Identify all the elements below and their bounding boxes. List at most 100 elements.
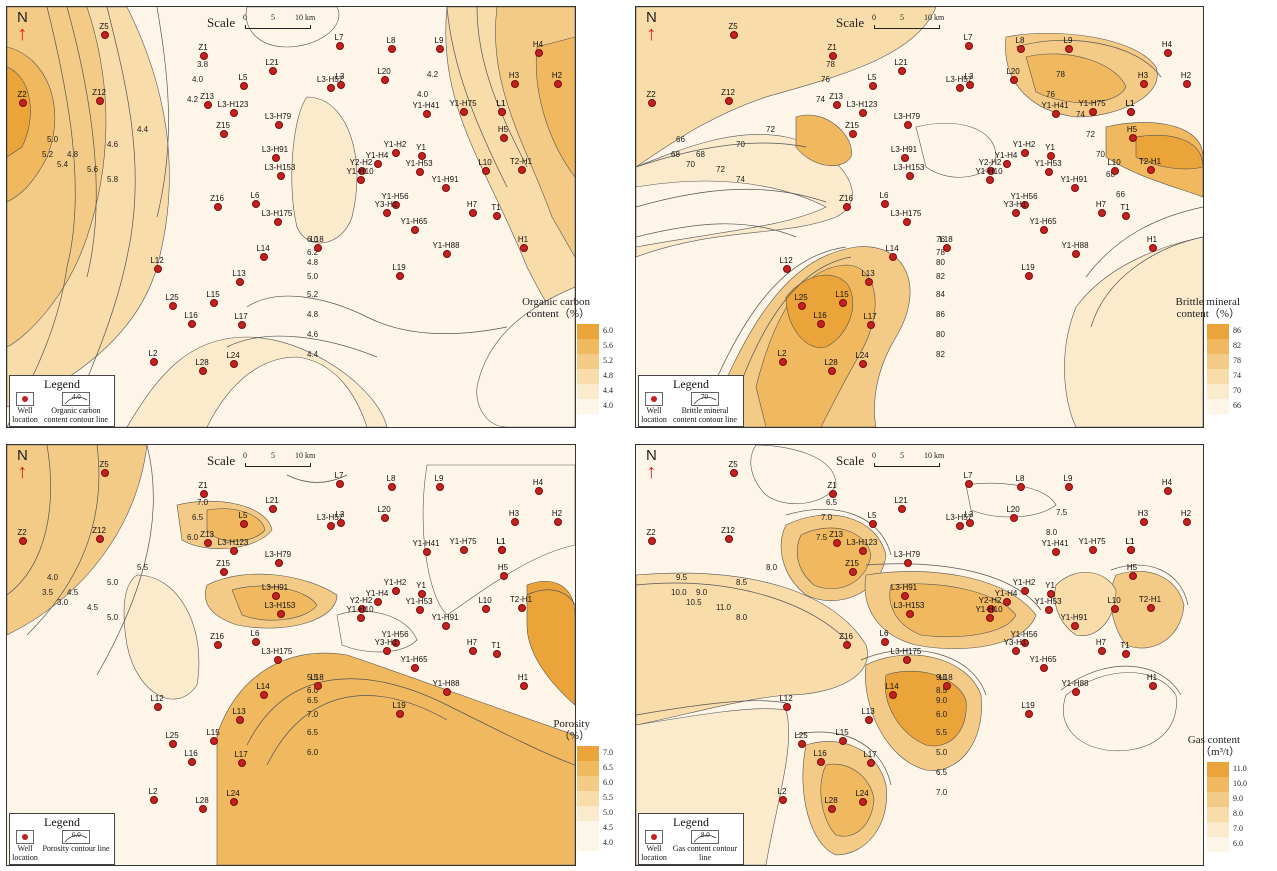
colorbar-swatch — [577, 354, 599, 369]
well-label: L3-H175 — [261, 647, 293, 656]
colorbar-title-line: Gas content — [1187, 734, 1240, 746]
well-marker — [904, 559, 912, 567]
legend-contour-label: Organic carbon content contour line — [44, 406, 108, 424]
well-label: L2 — [777, 787, 787, 796]
contour-value-label: 5.8 — [107, 175, 119, 184]
colorbar-title: Gas content （m³/t） — [1188, 734, 1240, 758]
well-label: L3-H91 — [261, 145, 289, 154]
well-label: Y3-H1 — [374, 200, 398, 209]
well-label: L13 — [232, 269, 246, 278]
well-label: H1 — [1146, 673, 1158, 682]
well-marker — [906, 172, 914, 180]
colorbar-tick-label: 82 — [1233, 341, 1241, 350]
well-marker — [240, 520, 248, 528]
contour-band — [231, 585, 318, 621]
well-label: H4 — [1161, 40, 1173, 49]
contour-value-label: 66 — [676, 135, 685, 144]
well-marker — [272, 154, 280, 162]
well-marker — [277, 172, 285, 180]
legend-contour-sample-value: 6.0 — [72, 831, 81, 839]
well-marker — [889, 253, 897, 261]
contour-value-label: 4.0 — [417, 90, 429, 99]
contour-line — [1090, 236, 1203, 328]
well-label: L20 — [377, 67, 391, 76]
contour-value-label: 3.0 — [57, 598, 69, 607]
north-label: N — [17, 447, 28, 464]
well-marker — [210, 737, 218, 745]
well-label: L3-H91 — [890, 583, 918, 592]
well-marker — [881, 200, 889, 208]
well-marker — [1010, 514, 1018, 522]
north-arrow-glyph: ↑ — [17, 461, 28, 483]
well-marker — [188, 320, 196, 328]
colorbar-swatch — [1207, 324, 1229, 339]
well-label: L20 — [377, 505, 391, 514]
well-label: L14 — [256, 682, 270, 691]
contour-value-label: 8.0 — [766, 563, 778, 572]
well-label: L3 — [335, 72, 345, 81]
well-label: H7 — [1095, 638, 1107, 647]
contour-line — [66, 7, 97, 278]
well-marker — [460, 108, 468, 116]
well-dot-icon — [22, 834, 28, 840]
well-marker — [1098, 647, 1106, 655]
well-marker — [396, 272, 404, 280]
scale-tick-label: 10 km — [295, 13, 316, 22]
well-label: H2 — [1180, 71, 1192, 80]
contour-line — [66, 7, 136, 427]
contour-value-label: 68 — [696, 150, 705, 159]
well-label: H4 — [1161, 478, 1173, 487]
well-marker — [1040, 664, 1048, 672]
contour-band — [206, 356, 368, 427]
well-marker — [1127, 546, 1135, 554]
contour-value-label: 7.5 — [1056, 508, 1068, 517]
well-marker — [1021, 587, 1029, 595]
well-marker — [336, 42, 344, 50]
colorbar-tick-label: 4.8 — [603, 371, 613, 380]
well-marker — [188, 758, 196, 766]
well-marker — [383, 209, 391, 217]
well-marker — [442, 184, 450, 192]
colorbar-swatch — [1207, 354, 1229, 369]
well-label: Z12 — [92, 526, 106, 535]
well-label: Z13 — [829, 92, 843, 101]
well-marker — [869, 520, 877, 528]
well-label: Y2-H2 — [349, 596, 373, 605]
contour-line — [96, 445, 154, 676]
well-marker — [230, 360, 238, 368]
well-label: L10 — [1107, 596, 1121, 605]
colorbar-tick-label: 9.0 — [1233, 794, 1243, 803]
well-label: Y1-H91 — [1060, 613, 1088, 622]
well-marker — [199, 805, 207, 813]
well-marker — [388, 483, 396, 491]
well-label: L6 — [879, 191, 889, 200]
well-label: T2-H1 — [509, 157, 533, 166]
well-marker — [214, 641, 222, 649]
legend-title: Legend — [44, 815, 80, 829]
contour-value-label: 4.2 — [427, 70, 439, 79]
well-label: T2-H1 — [509, 595, 533, 604]
contour-value-label: 68 — [671, 150, 680, 159]
porosity-map-panel: 7.0 6.5 6.0 5.5 5.0 4.5 4.0 3.5 3.0 4.5 5.0 5.5 6.0 6… — [6, 444, 576, 866]
well-label: L28 — [195, 796, 209, 805]
well-marker — [272, 592, 280, 600]
well-marker — [230, 547, 238, 555]
well-marker — [1127, 108, 1135, 116]
well-marker — [1025, 272, 1033, 280]
colorbar-swatch — [1207, 822, 1229, 837]
legend-contour-sample-value: 70 — [701, 393, 708, 401]
well-label: T1 — [1120, 203, 1130, 212]
well-marker — [418, 152, 426, 160]
well-label: L1 — [1125, 537, 1135, 546]
well-label: Y3-H1 — [1003, 638, 1027, 647]
well-label: Y1-H91 — [431, 175, 459, 184]
well-label: Y1-H88 — [432, 241, 460, 250]
colorbar-tick-label: 5.2 — [603, 356, 613, 365]
contour-value-label: 3.5 — [42, 588, 54, 597]
well-label: Y1-H56 — [1010, 192, 1038, 201]
contour-band — [245, 7, 340, 48]
well-label: L8 — [386, 36, 396, 45]
well-dot-icon — [651, 396, 657, 402]
contour-value-label: 78 — [1056, 70, 1065, 79]
well-label: Z2 — [17, 90, 27, 99]
